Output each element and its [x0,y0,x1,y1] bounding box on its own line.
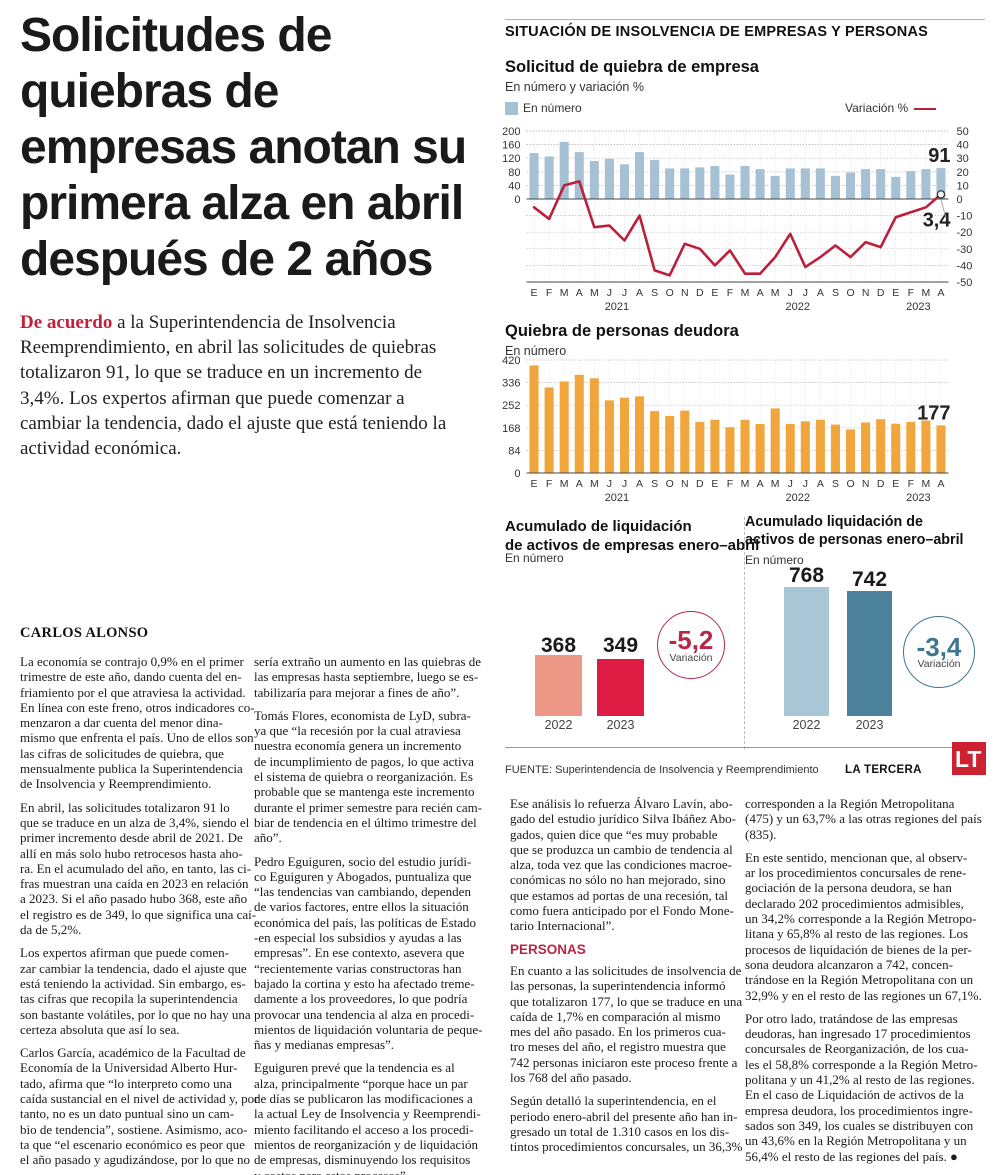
svg-text:M: M [560,478,569,490]
svg-text:J: J [622,478,627,490]
svg-text:-20: -20 [957,227,973,239]
svg-text:F: F [546,478,552,490]
svg-text:0: 0 [957,194,963,206]
svg-text:-40: -40 [957,260,973,272]
svg-text:E: E [892,478,899,490]
svg-text:3,4: 3,4 [923,209,952,231]
svg-text:M: M [590,478,599,490]
svg-text:J: J [803,478,808,490]
svg-text:D: D [696,287,704,299]
svg-text:J: J [607,478,612,490]
svg-text:A: A [636,287,643,299]
svg-text:0: 0 [514,468,520,480]
svg-text:10: 10 [957,180,969,192]
svg-text:177: 177 [917,402,950,424]
svg-text:J: J [803,287,808,299]
svg-text:168: 168 [502,423,520,435]
svg-text:0: 0 [514,194,520,206]
svg-text:M: M [560,287,569,299]
svg-text:N: N [681,478,689,490]
svg-text:J: J [622,287,627,299]
svg-text:20: 20 [957,167,969,179]
svg-text:-30: -30 [957,244,973,256]
svg-text:-10: -10 [957,211,973,223]
svg-text:80: 80 [508,167,520,179]
svg-text:M: M [590,287,599,299]
svg-text:336: 336 [502,378,520,390]
svg-text:40: 40 [957,140,969,152]
svg-text:420: 420 [502,355,520,367]
svg-text:D: D [877,287,885,299]
svg-text:M: M [741,287,750,299]
svg-text:A: A [757,287,764,299]
svg-text:252: 252 [502,400,520,412]
svg-text:F: F [727,478,733,490]
svg-text:A: A [937,478,944,490]
svg-text:2021: 2021 [605,301,629,313]
svg-text:N: N [681,287,689,299]
svg-text:40: 40 [508,180,520,192]
svg-text:M: M [771,478,780,490]
svg-text:M: M [922,478,931,490]
svg-text:O: O [846,287,854,299]
svg-text:A: A [757,478,764,490]
svg-text:J: J [788,287,793,299]
svg-text:50: 50 [957,126,969,138]
svg-text:A: A [817,478,824,490]
svg-text:A: A [817,287,824,299]
svg-text:O: O [846,478,854,490]
svg-text:-50: -50 [957,277,973,289]
svg-text:O: O [666,287,674,299]
svg-text:N: N [862,287,870,299]
svg-text:E: E [531,287,538,299]
svg-text:N: N [862,478,870,490]
svg-text:D: D [877,478,885,490]
svg-text:E: E [711,287,718,299]
svg-text:2022: 2022 [786,301,810,313]
svg-text:S: S [651,287,658,299]
svg-text:J: J [607,287,612,299]
svg-text:A: A [576,287,583,299]
svg-text:A: A [576,478,583,490]
svg-text:2023: 2023 [906,492,930,504]
svg-text:E: E [892,287,899,299]
svg-text:F: F [908,287,914,299]
svg-text:84: 84 [508,445,520,457]
svg-text:91: 91 [928,145,950,167]
svg-text:A: A [636,478,643,490]
svg-text:S: S [832,478,839,490]
svg-text:M: M [771,287,780,299]
svg-text:30: 30 [957,153,969,165]
svg-text:2022: 2022 [786,492,810,504]
svg-text:200: 200 [502,126,520,138]
svg-text:LT: LT [955,746,981,772]
svg-text:A: A [937,287,944,299]
svg-text:J: J [788,478,793,490]
svg-text:S: S [832,287,839,299]
svg-text:M: M [741,478,750,490]
svg-text:F: F [727,287,733,299]
svg-text:S: S [651,478,658,490]
svg-text:E: E [711,478,718,490]
svg-text:2021: 2021 [605,492,629,504]
svg-text:120: 120 [502,153,520,165]
svg-text:2023: 2023 [906,301,930,313]
svg-text:D: D [696,478,704,490]
svg-text:160: 160 [502,140,520,152]
svg-text:F: F [546,287,552,299]
svg-text:F: F [908,478,914,490]
svg-text:E: E [531,478,538,490]
svg-text:M: M [922,287,931,299]
svg-text:O: O [666,478,674,490]
